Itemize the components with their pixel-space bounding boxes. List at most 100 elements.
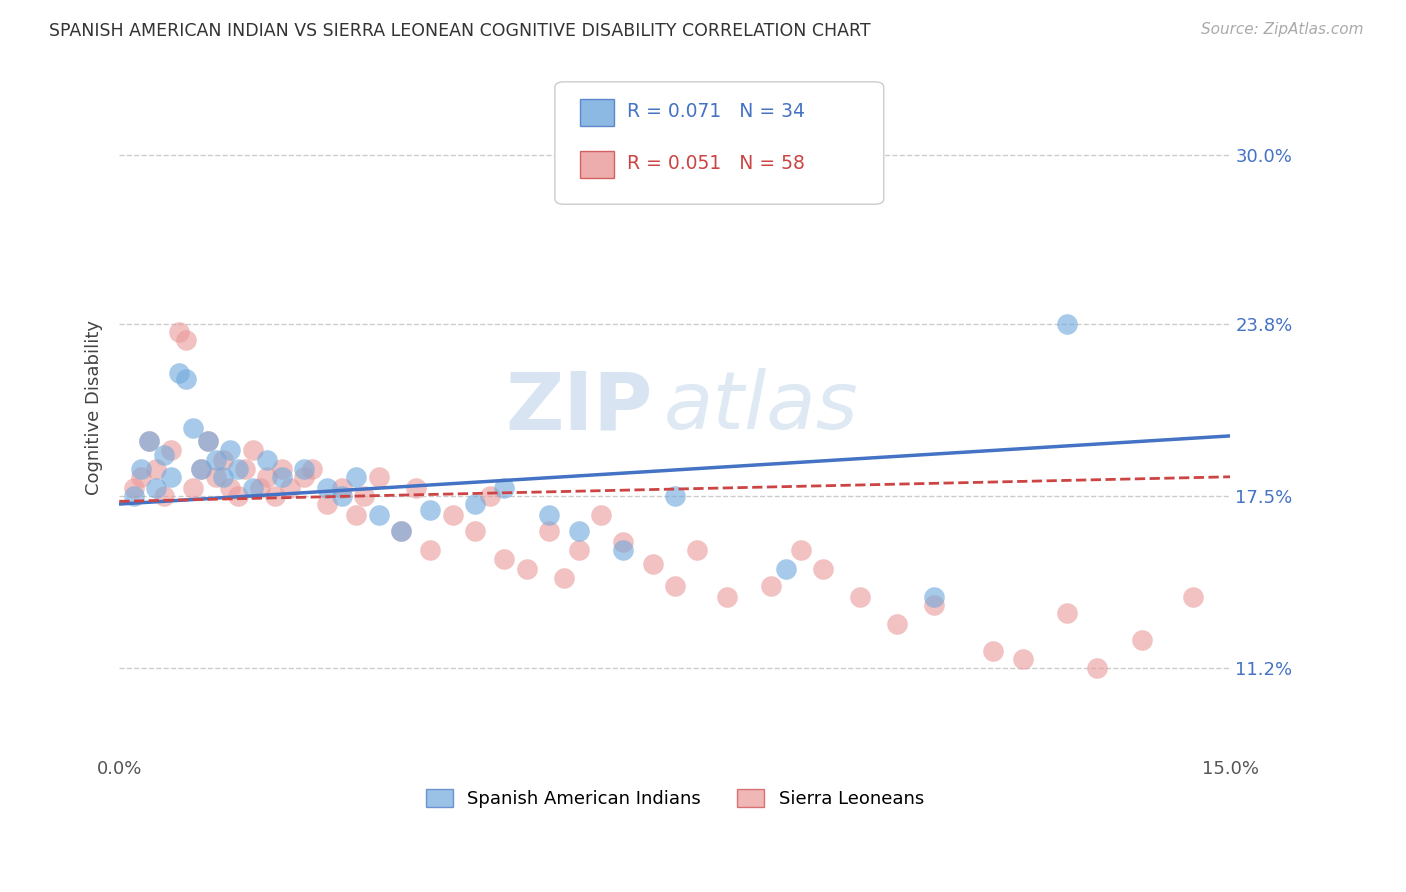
Point	[242, 481, 264, 495]
Point	[344, 508, 367, 522]
Point	[242, 442, 264, 457]
Point	[190, 461, 212, 475]
Text: Source: ZipAtlas.com: Source: ZipAtlas.com	[1201, 22, 1364, 37]
Point	[131, 461, 153, 475]
Point	[301, 461, 323, 475]
Point	[589, 508, 612, 522]
Point	[1085, 660, 1108, 674]
Point	[922, 590, 945, 604]
Point	[1012, 652, 1035, 666]
Text: ZIP: ZIP	[505, 368, 652, 446]
Legend: Spanish American Indians, Sierra Leoneans: Spanish American Indians, Sierra Leonean…	[419, 781, 931, 815]
FancyBboxPatch shape	[581, 99, 614, 126]
Point	[256, 470, 278, 484]
Point	[790, 543, 813, 558]
Point	[1130, 633, 1153, 648]
Point	[419, 502, 441, 516]
Point	[315, 481, 337, 495]
Point	[183, 420, 205, 434]
Point	[330, 481, 353, 495]
Point	[419, 543, 441, 558]
Point	[344, 470, 367, 484]
Point	[759, 579, 782, 593]
Point	[145, 481, 167, 495]
Point	[160, 470, 183, 484]
Point	[212, 470, 235, 484]
Point	[160, 442, 183, 457]
Point	[367, 508, 389, 522]
Point	[494, 551, 516, 566]
Point	[271, 470, 294, 484]
Point	[131, 470, 153, 484]
Point	[249, 481, 271, 495]
Point	[367, 470, 389, 484]
Point	[441, 508, 464, 522]
Point	[256, 453, 278, 467]
Point	[152, 448, 174, 462]
Point	[226, 489, 249, 503]
Point	[811, 562, 834, 576]
Point	[197, 434, 219, 449]
Point	[567, 543, 589, 558]
Point	[516, 562, 538, 576]
Point	[405, 481, 427, 495]
Text: R = 0.071   N = 34: R = 0.071 N = 34	[627, 103, 806, 121]
Point	[716, 590, 738, 604]
Point	[775, 562, 797, 576]
Point	[849, 590, 872, 604]
Point	[464, 497, 486, 511]
Point	[122, 481, 145, 495]
Point	[537, 524, 560, 539]
Point	[212, 453, 235, 467]
Point	[138, 434, 160, 449]
Point	[167, 325, 190, 339]
Point	[122, 489, 145, 503]
Point	[315, 497, 337, 511]
Point	[219, 442, 242, 457]
Point	[219, 481, 242, 495]
Point	[330, 489, 353, 503]
Point	[233, 461, 256, 475]
Point	[537, 508, 560, 522]
Point	[294, 461, 316, 475]
Point	[174, 371, 197, 385]
Point	[922, 598, 945, 612]
Point	[183, 481, 205, 495]
Point	[664, 579, 686, 593]
Point	[664, 489, 686, 503]
Point	[353, 489, 375, 503]
Point	[567, 524, 589, 539]
Point	[263, 489, 285, 503]
Point	[174, 334, 197, 348]
Point	[612, 543, 634, 558]
Point	[553, 571, 575, 585]
Point	[278, 481, 301, 495]
Point	[612, 535, 634, 549]
Point	[1182, 590, 1205, 604]
Point	[152, 489, 174, 503]
FancyBboxPatch shape	[555, 82, 884, 204]
Point	[204, 470, 226, 484]
Point	[226, 461, 249, 475]
Point	[389, 524, 412, 539]
Point	[1056, 317, 1078, 331]
Point	[686, 543, 709, 558]
Point	[641, 557, 664, 571]
Point	[478, 489, 501, 503]
Point	[494, 481, 516, 495]
Point	[197, 434, 219, 449]
Point	[271, 461, 294, 475]
FancyBboxPatch shape	[581, 152, 614, 178]
Text: R = 0.051   N = 58: R = 0.051 N = 58	[627, 154, 806, 173]
Point	[1056, 606, 1078, 620]
Point	[983, 644, 1005, 658]
Point	[389, 524, 412, 539]
Text: atlas: atlas	[664, 368, 859, 446]
Point	[464, 524, 486, 539]
Point	[145, 461, 167, 475]
Y-axis label: Cognitive Disability: Cognitive Disability	[86, 319, 103, 495]
Point	[204, 453, 226, 467]
Point	[886, 617, 908, 632]
Point	[167, 366, 190, 380]
Point	[294, 470, 316, 484]
